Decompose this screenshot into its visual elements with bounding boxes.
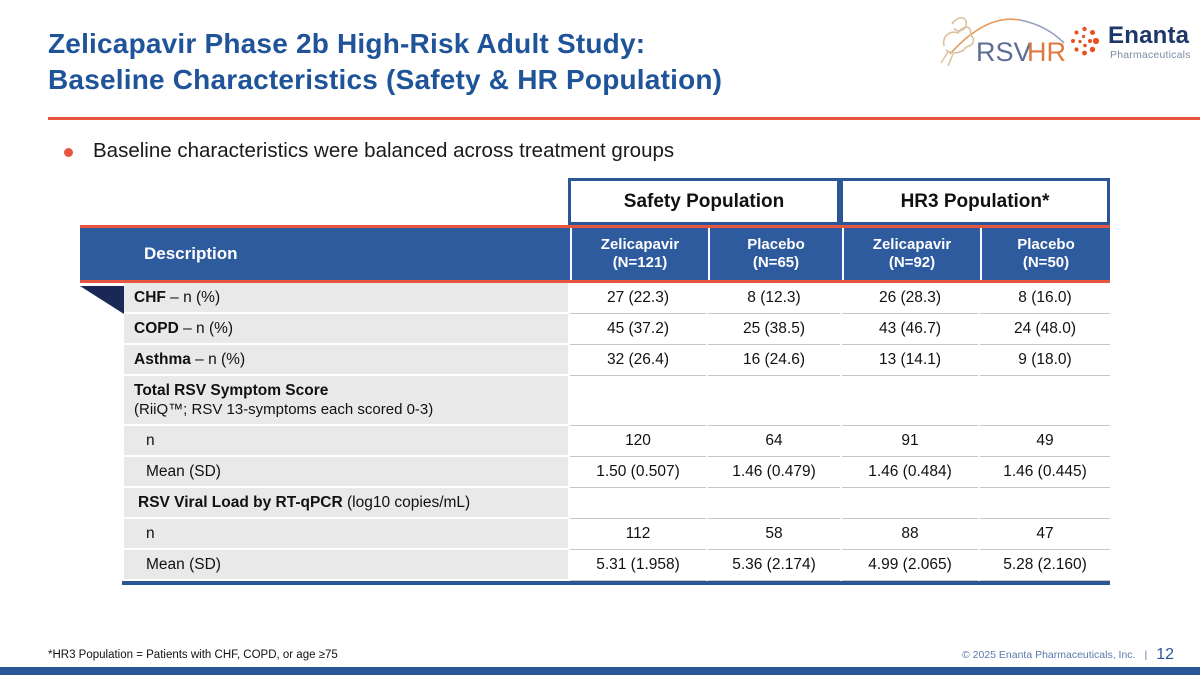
row-label: COPD – n (%) [124, 314, 568, 345]
column-header-row: Description Zelicapavir (N=121) Placebo … [80, 225, 1110, 283]
column-header-placebo-safety: Placebo (N=65) [708, 228, 842, 280]
row-value [842, 376, 978, 426]
enanta-name: Enanta [1108, 22, 1190, 49]
table-row: RSV Viral Load by RT-qPCR (log10 copies/… [80, 488, 1110, 519]
baseline-characteristics-table: Safety Population HR3 Population* Descri… [80, 178, 1110, 585]
row-value: 88 [842, 519, 978, 550]
row-value: 58 [708, 519, 840, 550]
slide-footer: © 2025 Enanta Pharmaceuticals, Inc. | 12 [962, 646, 1174, 664]
row-value: 16 (24.6) [708, 345, 840, 376]
row-value [980, 488, 1110, 519]
page-title: Zelicapavir Phase 2b High-Risk Adult Stu… [48, 26, 722, 98]
row-label: RSV Viral Load by RT-qPCR (log10 copies/… [124, 488, 568, 519]
hummingbird-icon: RSV HR [940, 17, 1066, 67]
table-row: CHF – n (%) 27 (22.3) 8 (12.3) 26 (28.3) 8 (… [80, 283, 1110, 314]
group-header-hr3-population: HR3 Population* [840, 178, 1110, 225]
row-value: 27 (22.3) [570, 283, 706, 314]
page-number: 12 [1156, 646, 1174, 663]
row-value [980, 376, 1110, 426]
row-label: CHF – n (%) [124, 283, 568, 314]
row-label: n [124, 519, 568, 550]
row-value: 91 [842, 426, 978, 457]
row-value [570, 376, 706, 426]
row-label: n [124, 426, 568, 457]
row-value: 1.50 (0.507) [570, 457, 706, 488]
row-value: 112 [570, 519, 706, 550]
footnote: *HR3 Population = Patients with CHF, COP… [48, 649, 338, 661]
row-value [570, 488, 706, 519]
hex-dots-icon [1071, 26, 1100, 56]
row-value: 8 (12.3) [708, 283, 840, 314]
row-label: Mean (SD) [124, 550, 568, 581]
table-row: Total RSV Symptom Score (RiiQ™; RSV 13-sy… [80, 376, 1110, 426]
row-label: Asthma – n (%) [124, 345, 568, 376]
row-value: 5.28 (2.160) [980, 550, 1110, 581]
table-bottom-border [122, 581, 1110, 585]
row-value: 25 (38.5) [708, 314, 840, 345]
bullet-icon [64, 148, 73, 157]
column-header-zelicapavir-hr3: Zelicapavir (N=92) [842, 228, 980, 280]
hr-logo-text: HR [1027, 37, 1066, 67]
population-group-header-row: Safety Population HR3 Population* [80, 178, 1110, 225]
rsvhr-logo: RSV HR [936, 10, 1068, 72]
row-value: 1.46 (0.445) [980, 457, 1110, 488]
table-row: Asthma – n (%) 32 (26.4) 16 (24.6) 13 (14.1… [80, 345, 1110, 376]
row-value: 45 (37.2) [570, 314, 706, 345]
group-header-safety-population: Safety Population [568, 178, 840, 225]
column-header-placebo-hr3: Placebo (N=50) [980, 228, 1110, 280]
table-row: n 112 58 88 47 [80, 519, 1110, 550]
row-value: 24 (48.0) [980, 314, 1110, 345]
table-body: CHF – n (%) 27 (22.3) 8 (12.3) 26 (28.3) 8 (… [80, 283, 1110, 581]
row-value: 4.99 (2.065) [842, 550, 978, 581]
row-value: 1.46 (0.479) [708, 457, 840, 488]
enanta-logo: Enanta Pharmaceuticals [1068, 24, 1191, 61]
title-divider [48, 117, 1200, 120]
title-line1: Zelicapavir Phase 2b High-Risk Adult Stu… [48, 28, 646, 59]
copyright-text: © 2025 Enanta Pharmaceuticals, Inc. [961, 649, 1136, 661]
table-row: COPD – n (%) 45 (37.2) 25 (38.5) 43 (46.7) 2… [80, 314, 1110, 345]
row-label: Total RSV Symptom Score (RiiQ™; RSV 13-sy… [124, 376, 568, 426]
row-value: 13 (14.1) [842, 345, 978, 376]
bullet-point: Baseline characteristics were balanced a… [64, 139, 674, 163]
column-header-zelicapavir-safety: Zelicapavir (N=121) [570, 228, 708, 280]
table-row: Mean (SD) 5.31 (1.958) 5.36 (2.174) 4.99 (2… [80, 550, 1110, 581]
row-value: 64 [708, 426, 840, 457]
table-row: Mean (SD) 1.50 (0.507) 1.46 (0.479) 1.46 (0… [80, 457, 1110, 488]
row-value [708, 488, 840, 519]
rsv-logo-text: RSV [976, 37, 1032, 67]
row-value: 32 (26.4) [570, 345, 706, 376]
title-line2: Baseline Characteristics (Safety & HR Po… [48, 64, 723, 95]
bottom-accent-bar [0, 667, 1200, 675]
row-value: 8 (16.0) [980, 283, 1110, 314]
table-row: n 120 64 91 49 [80, 426, 1110, 457]
row-value [842, 488, 978, 519]
row-value: 5.31 (1.958) [570, 550, 706, 581]
row-value: 1.46 (0.484) [842, 457, 978, 488]
row-value: 26 (28.3) [842, 283, 978, 314]
enanta-subtitle: Pharmaceuticals [1110, 49, 1191, 61]
row-value: 43 (46.7) [842, 314, 978, 345]
row-label: Mean (SD) [124, 457, 568, 488]
row-value: 9 (18.0) [980, 345, 1110, 376]
row-value: 5.36 (2.174) [708, 550, 840, 581]
footer-separator: | [1144, 649, 1148, 661]
row-value [708, 376, 840, 426]
row-value: 49 [980, 426, 1110, 457]
row-value: 120 [570, 426, 706, 457]
description-column-header: Description [144, 244, 238, 263]
bullet-text: Baseline characteristics were balanced a… [93, 139, 675, 162]
row-value: 47 [980, 519, 1110, 550]
